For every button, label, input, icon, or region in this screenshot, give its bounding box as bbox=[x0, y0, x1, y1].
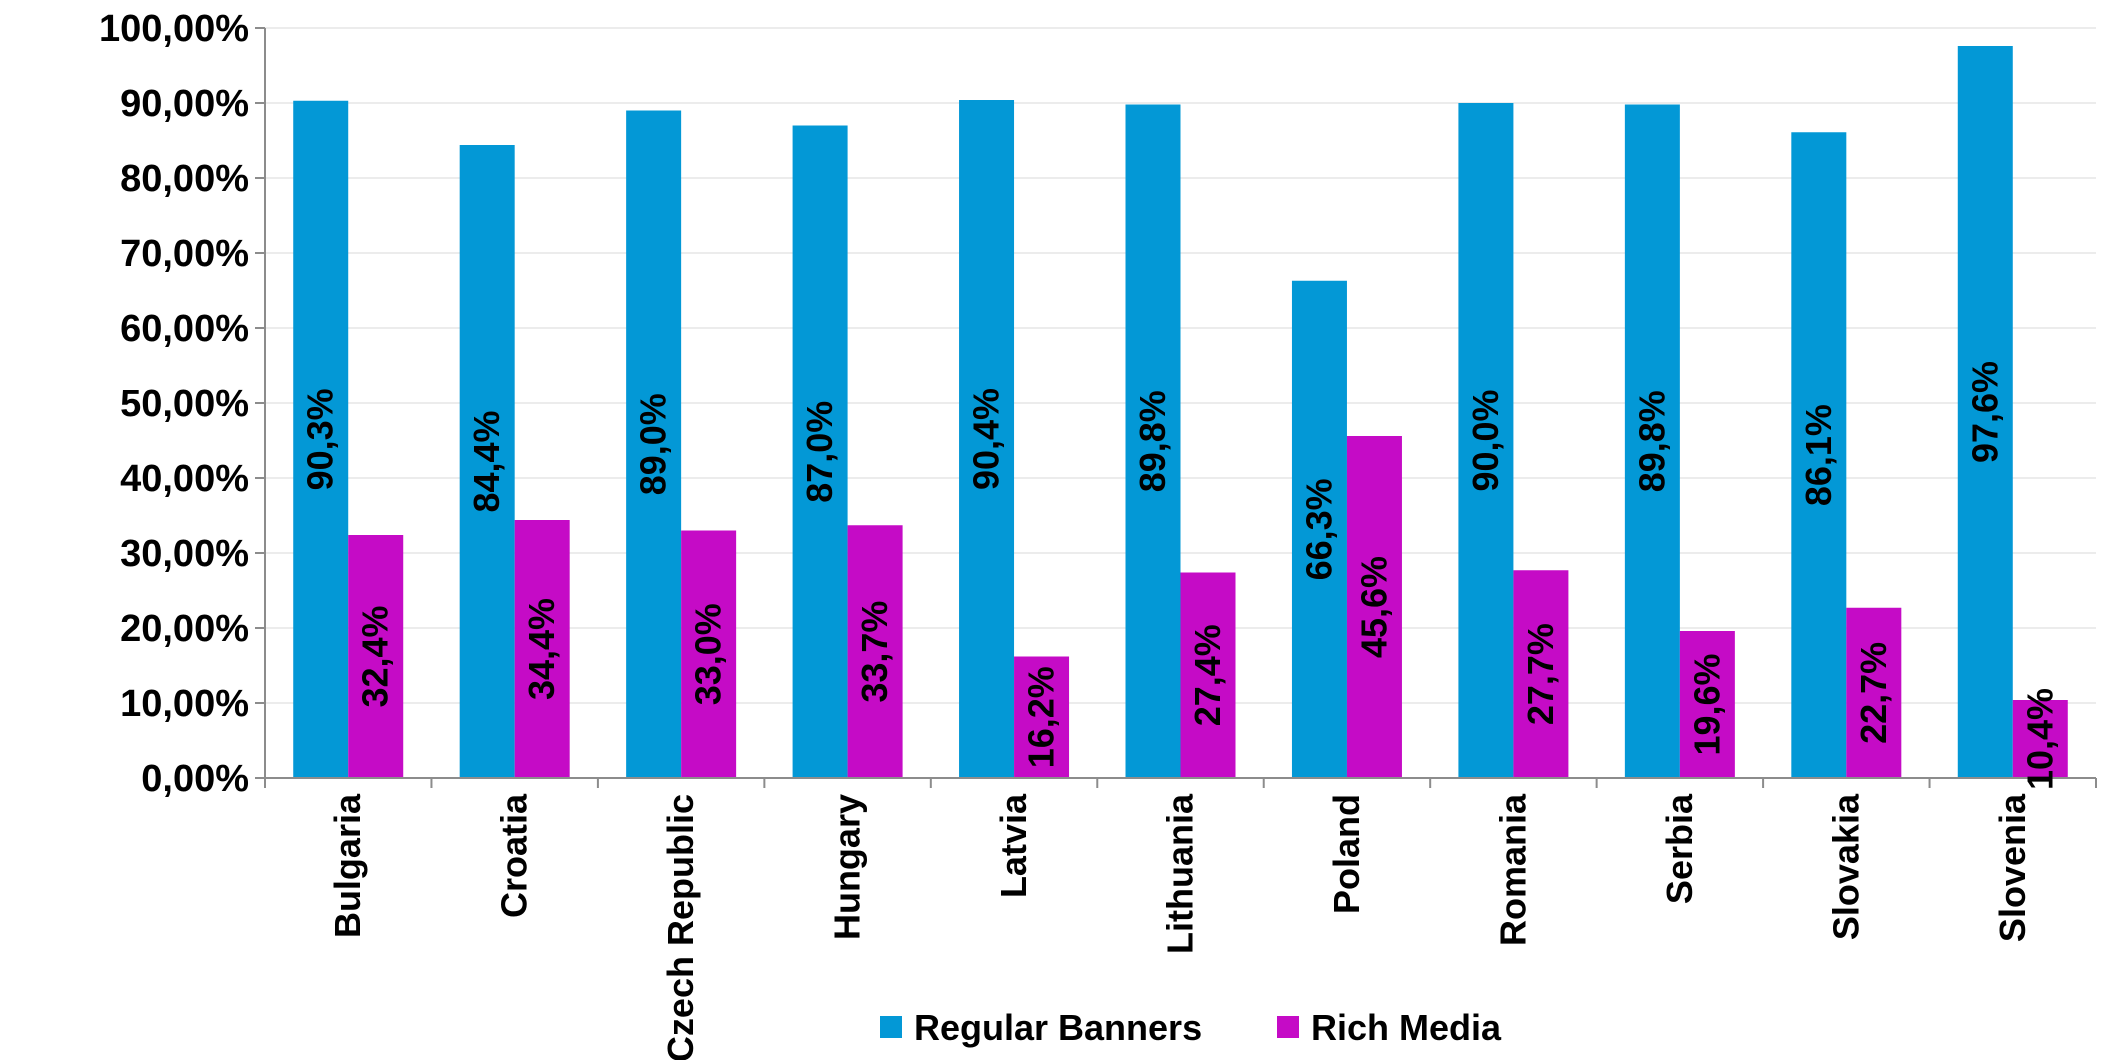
data-label: 89,8% bbox=[1631, 390, 1672, 492]
bar-regular-banners bbox=[1624, 104, 1680, 778]
y-tick-label: 90,00% bbox=[120, 83, 249, 125]
bar-rich-media bbox=[1014, 656, 1070, 778]
data-label: 33,7% bbox=[854, 601, 895, 703]
x-axis-categories: Bulgaria Croatia Czech Republic Hungary Latv… bbox=[327, 793, 2033, 1060]
data-label: 27,4% bbox=[1187, 624, 1228, 726]
y-tick-label: 50,00% bbox=[120, 383, 249, 425]
data-label: 32,4% bbox=[355, 605, 396, 707]
data-label: 87,0% bbox=[799, 401, 840, 503]
bar-regular-banners bbox=[1791, 132, 1847, 778]
y-tick-label: 40,00% bbox=[120, 458, 249, 500]
bar-rich-media bbox=[1180, 572, 1236, 778]
x-category-label: Lithuania bbox=[1160, 793, 1201, 954]
data-label: 90,0% bbox=[1465, 389, 1506, 491]
bar-regular-banners bbox=[1125, 104, 1181, 778]
y-tick-label: 0,00% bbox=[141, 758, 249, 800]
legend-swatch bbox=[1277, 1016, 1299, 1038]
data-label: 86,1% bbox=[1798, 404, 1839, 506]
y-tick-label: 60,00% bbox=[120, 308, 249, 350]
data-label: 97,6% bbox=[1964, 361, 2005, 463]
data-label: 34,4% bbox=[521, 598, 562, 700]
bar-rich-media bbox=[514, 520, 570, 778]
data-label: 27,7% bbox=[1520, 623, 1561, 725]
data-label: 33,0% bbox=[688, 603, 729, 705]
bar-rich-media bbox=[1513, 570, 1569, 778]
data-label: 19,6% bbox=[1686, 653, 1727, 755]
y-tick-label: 70,00% bbox=[120, 233, 249, 275]
y-tick-label: 80,00% bbox=[120, 158, 249, 200]
bar-regular-banners bbox=[626, 110, 682, 778]
data-label: 22,7% bbox=[1853, 642, 1894, 744]
bar-regular-banners bbox=[959, 100, 1015, 778]
y-axis-ticks: 0,00% 10,00% 20,00% 30,00% 40,00% 50,00% 60,00… bbox=[99, 8, 249, 800]
bar-rich-media bbox=[1846, 607, 1902, 778]
bar-rich-media bbox=[1679, 631, 1735, 778]
bar-rich-media bbox=[681, 530, 737, 778]
bar-rich-media bbox=[1346, 436, 1402, 778]
x-category-label: Czech Republic bbox=[660, 794, 701, 1060]
bar-regular-banners bbox=[459, 145, 515, 778]
y-tick-label: 10,00% bbox=[120, 683, 249, 725]
data-label: 10,4% bbox=[2019, 688, 2060, 790]
x-category-label: Bulgaria bbox=[327, 793, 368, 938]
legend-label: Rich Media bbox=[1311, 1007, 1502, 1048]
bar-regular-banners bbox=[792, 125, 848, 778]
y-tick-label: 30,00% bbox=[120, 533, 249, 575]
bar-regular-banners bbox=[1291, 280, 1347, 778]
bar-regular-banners bbox=[1458, 103, 1514, 778]
x-category-label: Poland bbox=[1326, 794, 1367, 914]
x-category-label: Slovakia bbox=[1825, 793, 1866, 940]
axes bbox=[255, 27, 2097, 788]
data-label: 84,4% bbox=[466, 410, 507, 512]
data-labels: 90,3% 32,4% 84,4% 34,4% 89,0% 33,0% 87,0% 33,7%… bbox=[300, 361, 2061, 790]
x-category-label: Croatia bbox=[494, 793, 535, 918]
data-label: 89,8% bbox=[1132, 390, 1173, 492]
legend-label: Regular Banners bbox=[914, 1007, 1202, 1048]
bar-rich-media bbox=[2012, 700, 2068, 778]
bar-rich-media bbox=[847, 525, 903, 778]
data-label: 90,3% bbox=[300, 388, 341, 490]
data-label: 45,6% bbox=[1353, 556, 1394, 658]
x-category-label: Serbia bbox=[1659, 793, 1700, 904]
data-label: 16,2% bbox=[1021, 666, 1062, 768]
x-category-label: Latvia bbox=[993, 793, 1034, 898]
x-category-label: Romania bbox=[1492, 793, 1533, 946]
data-label: 89,0% bbox=[633, 393, 674, 495]
y-tick-label: 100,00% bbox=[99, 8, 249, 50]
data-label: 66,3% bbox=[1298, 478, 1339, 580]
bar-regular-banners bbox=[293, 100, 349, 778]
y-tick-label: 20,00% bbox=[120, 608, 249, 650]
legend: Regular Banners Rich Media bbox=[880, 1007, 1502, 1048]
bar-regular-banners bbox=[1957, 46, 2013, 778]
x-category-label: Hungary bbox=[827, 794, 868, 940]
bars bbox=[293, 46, 2068, 778]
x-category-label: Slovenia bbox=[1992, 793, 2033, 942]
bar-rich-media bbox=[348, 535, 404, 778]
data-label: 90,4% bbox=[966, 388, 1007, 490]
legend-swatch bbox=[880, 1016, 902, 1038]
